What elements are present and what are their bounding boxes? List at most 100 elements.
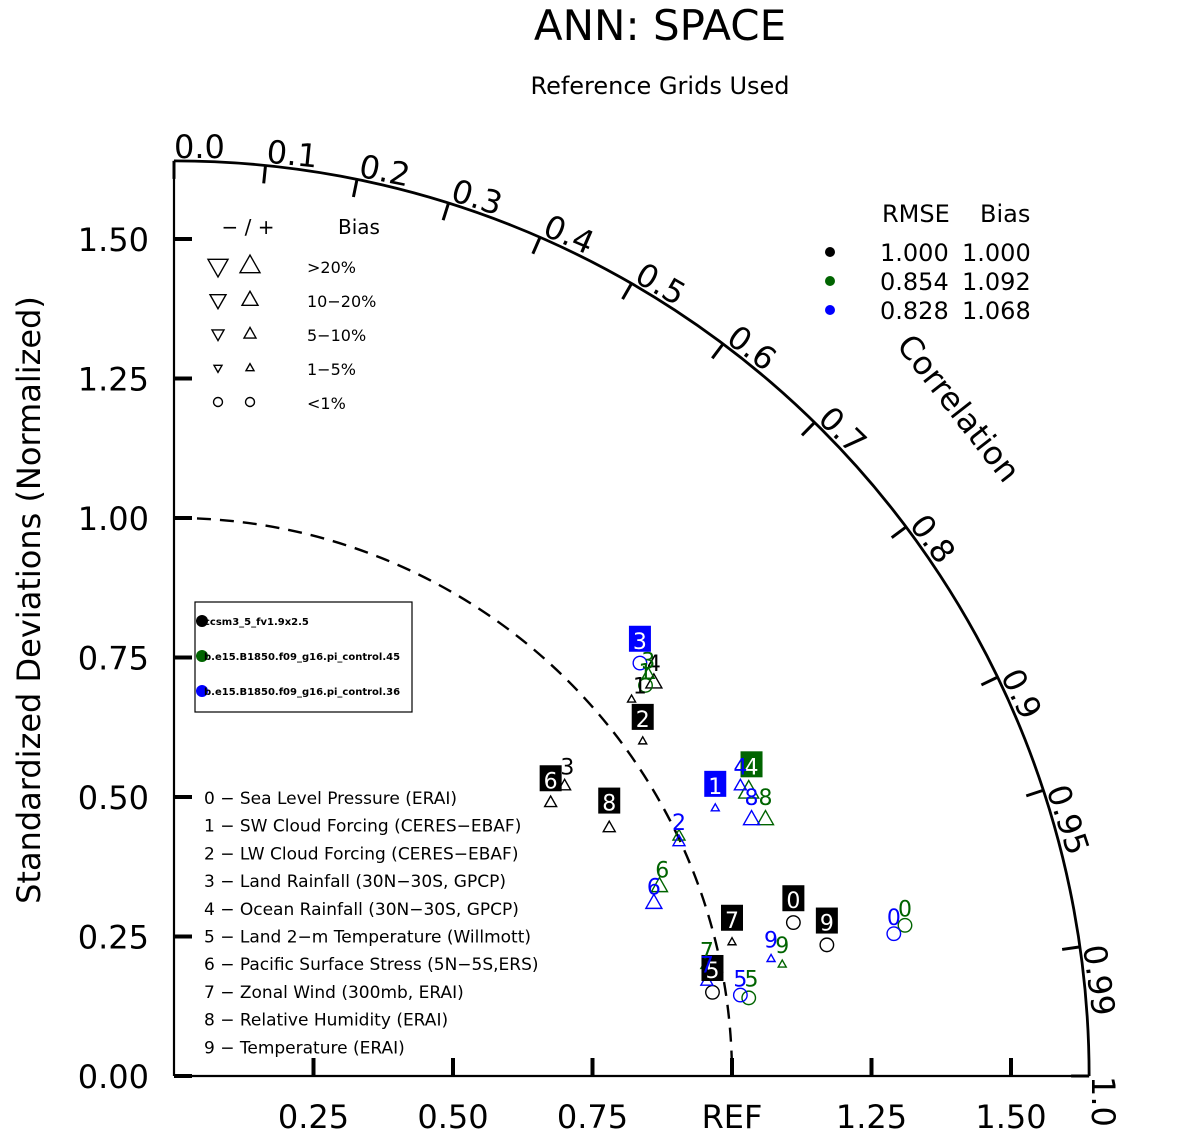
bias-legend-plus-symbol — [244, 362, 256, 372]
data-label: 6 — [647, 875, 661, 900]
data-point — [650, 876, 669, 893]
x-ticks: 0.25 0.50 0.75 REF 1.25 1.50 — [278, 1058, 1047, 1135]
data-point — [733, 777, 748, 791]
bias-legend-plus-symbol — [242, 326, 258, 339]
data-label: 8 — [602, 792, 616, 817]
data-label: 3 — [641, 649, 655, 674]
data-point — [897, 917, 913, 933]
case-legend-dot — [196, 650, 208, 662]
correlation-tick-mark — [980, 675, 999, 687]
bias-legend-label: 1−5% — [307, 360, 356, 379]
case-legend-dot — [196, 615, 208, 627]
data-label-box — [598, 787, 621, 814]
correlation-title: Correlation — [889, 327, 1028, 489]
data-label: 5 — [745, 967, 759, 992]
data-label: 9 — [764, 928, 778, 953]
case-legend-name: ccsm3_5_fv1.9x2.5 — [204, 617, 309, 628]
correlation-tick-label: 0.1 — [265, 133, 319, 176]
correlation-tick-label: 0.5 — [629, 255, 692, 313]
case-legend-box — [194, 601, 413, 713]
variable-legend-item: 5 − Land 2−m Temperature (Willmott) — [204, 928, 531, 948]
data-point — [602, 819, 617, 833]
bias-value: 1.068 — [962, 297, 1031, 325]
data-label-box — [628, 625, 651, 652]
rmse-value: 0.828 — [880, 297, 949, 325]
variable-legend-item: 1 − SW Cloud Forcing (CERES−EBAF) — [204, 817, 521, 837]
data-label: 0 — [786, 889, 800, 914]
correlation-tick-label: 0.95 — [1039, 780, 1097, 860]
correlation-tick-label: 0.4 — [538, 207, 600, 262]
y-axis-label: Standardized Deviations (Normalized) — [10, 296, 48, 904]
chart-title: ANN: SPACE — [534, 1, 786, 50]
data-point — [671, 828, 687, 841]
y-tick-label: 1.25 — [78, 361, 149, 399]
data-label-box — [782, 885, 805, 912]
data-point — [886, 926, 902, 942]
correlation-tick-mark — [711, 343, 725, 360]
data-point — [765, 953, 777, 963]
case-legend: ccsm3_5_fv1.9x2.5 b.e15.B1850.f09_g16.pi_… — [194, 601, 413, 713]
data-label: 7 — [700, 939, 714, 964]
data-label: 4 — [733, 755, 747, 780]
data-label-box — [701, 954, 724, 981]
data-label: 8 — [758, 786, 772, 811]
correlation-tick-mark — [1025, 788, 1044, 798]
data-point — [705, 984, 720, 1000]
data-label: 4 — [647, 652, 661, 677]
bias-value: 1.000 — [962, 239, 1031, 267]
data-point — [777, 958, 788, 968]
correlation-tick-label: 0.7 — [811, 399, 874, 462]
correlation-tick-mark — [531, 236, 542, 255]
variable-legend-item: 4 − Ocean Rainfall (30N−30S, GPCP) — [204, 900, 519, 920]
correlation-tick-mark — [1061, 945, 1081, 951]
data-label: 2 — [672, 811, 686, 836]
bias-legend-minus-symbol — [210, 329, 226, 342]
bias-legend-minus-symbol — [212, 396, 224, 408]
data-label: 7 — [725, 909, 739, 934]
rmse-value: 1.000 — [880, 239, 949, 267]
bias-legend-plus-symbol — [240, 289, 260, 307]
y-ticks: 0.00 0.25 0.50 0.75 1.00 1.25 1.50 — [78, 221, 192, 1096]
rmse-legend-dot — [825, 276, 835, 286]
data-label: 2 — [636, 708, 650, 733]
data-label: 7 — [700, 953, 714, 978]
data-label-box — [539, 765, 562, 792]
bias-legend-bias-header: Bias — [338, 215, 380, 239]
data-label: 8 — [745, 786, 759, 811]
reference-arc — [173, 516, 734, 1077]
x-tick-label: 0.75 — [557, 1098, 628, 1135]
y-tick-label: 1.50 — [78, 221, 149, 259]
data-point — [741, 990, 757, 1006]
y-tick-label: 0.75 — [78, 640, 149, 678]
bias-legend-sign-header: − / + — [222, 215, 275, 239]
y-tick-label: 0.50 — [78, 779, 149, 817]
axes — [172, 159, 1091, 1078]
x-tick-label: 1.50 — [975, 1098, 1046, 1135]
correlation-tick-label: 0.6 — [720, 318, 784, 379]
data-label-box — [815, 907, 838, 934]
data-point — [626, 693, 637, 703]
variable-legend-item: 7 − Zonal Wind (300mb, ERAI) — [204, 983, 464, 1003]
data-label: 4 — [745, 755, 759, 780]
outer-arc — [173, 159, 1091, 1077]
correlation-tick-label: 1.0 — [1084, 1076, 1122, 1127]
y-tick-label: 1.00 — [78, 500, 149, 538]
bias-legend-minus-symbol — [212, 364, 224, 374]
case-legend-name: b.e15.B1850.f09_g16.pi_control.36 — [204, 687, 400, 698]
x-tick-label: 0.25 — [278, 1098, 349, 1135]
bias-legend-label: <1% — [307, 394, 346, 413]
variable-legend: 0 − Sea Level Pressure (ERAI) 1 − SW Clou… — [204, 789, 539, 1058]
data-label-box — [704, 770, 727, 797]
bias-value: 1.092 — [962, 268, 1031, 296]
correlation-tick-mark — [351, 179, 359, 198]
data-label: 1 — [639, 660, 653, 685]
data-point — [742, 809, 761, 826]
rmse-legend-dot — [825, 305, 835, 315]
correlation-tick-mark — [800, 421, 816, 437]
x-tick-label: 0.50 — [417, 1098, 488, 1135]
data-label: 0 — [887, 906, 901, 931]
correlation-tick-label: 0.8 — [902, 507, 963, 571]
bias-legend-minus-symbol — [208, 293, 228, 311]
bias-legend-plus-symbol — [244, 396, 256, 408]
